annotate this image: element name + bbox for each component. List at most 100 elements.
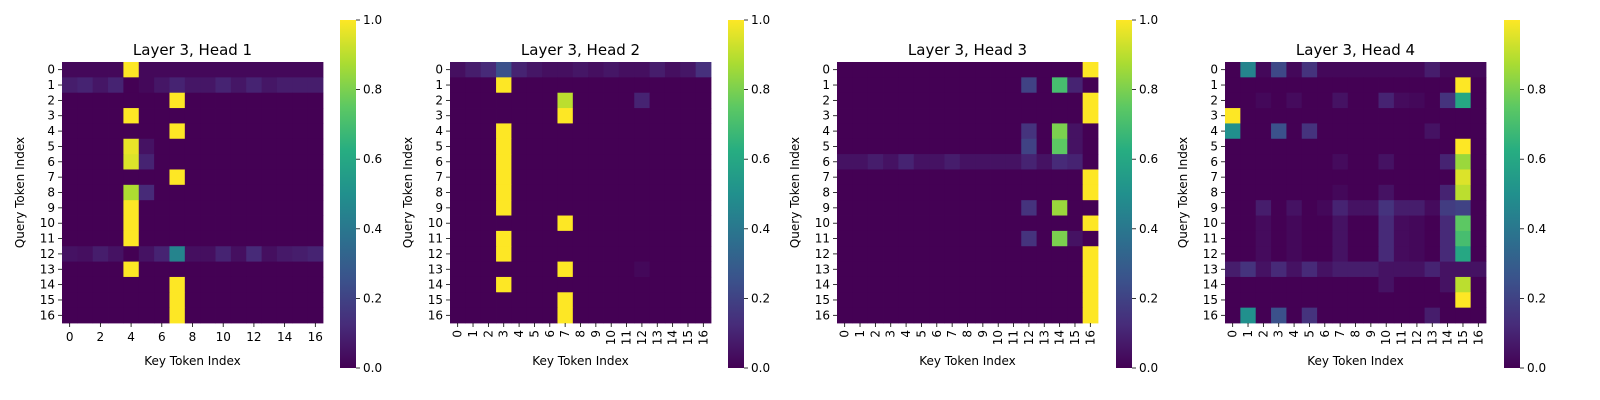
heatmap-cell	[200, 154, 216, 170]
heatmap-cell	[898, 108, 915, 124]
heatmap-cell	[1082, 123, 1099, 140]
heatmap-cell	[852, 276, 869, 293]
heatmap-cell	[77, 215, 94, 232]
heatmap-cell	[246, 200, 262, 216]
heatmap-cell	[154, 123, 170, 140]
x-axis-label: Key Token Index	[1307, 354, 1404, 368]
heatmap-cell	[123, 108, 140, 124]
heatmap-cell	[62, 292, 78, 309]
heatmap-cell	[634, 261, 650, 278]
heatmap-cell	[1332, 230, 1349, 247]
heatmap-cell	[1225, 108, 1241, 124]
y-axis-label: Query Token Index	[788, 137, 802, 248]
heatmap-cell	[1409, 77, 1425, 94]
heatmap-cell	[618, 92, 635, 109]
heatmap-cell	[1051, 200, 1068, 216]
heatmap-cell	[1363, 62, 1379, 78]
heatmap-cell	[465, 246, 482, 262]
heatmap-cell	[680, 215, 697, 232]
heatmap-cell	[975, 200, 991, 216]
heatmap-cell	[1317, 62, 1333, 78]
heatmap-cell	[169, 154, 186, 170]
heatmap-cell	[450, 215, 466, 232]
heatmap-cell	[883, 108, 899, 124]
heatmap-cell	[1286, 154, 1303, 170]
x-tick-label: 2	[97, 330, 105, 344]
heatmap-cell	[1225, 215, 1241, 232]
heatmap-cell	[557, 123, 574, 140]
heatmap-cell	[944, 184, 961, 201]
heatmap-cell	[1286, 184, 1303, 201]
heatmap-cell	[62, 92, 78, 109]
heatmap-cell	[138, 200, 155, 216]
heatmap-cell	[450, 246, 466, 262]
heatmap-cell	[837, 62, 853, 78]
heatmap-cell	[184, 184, 201, 201]
heatmap-cell	[450, 276, 466, 293]
heatmap-cell	[1347, 184, 1364, 201]
heatmap-cell	[1021, 77, 1037, 94]
heatmap-cell	[108, 123, 124, 140]
heatmap-cell	[307, 169, 324, 186]
heatmap-cell	[292, 276, 309, 293]
heatmap-cell	[1378, 154, 1395, 170]
heatmap-cell	[1067, 169, 1084, 186]
heatmap-cell	[1021, 154, 1037, 170]
heatmap-cell	[883, 123, 899, 140]
heatmap-cell	[200, 230, 216, 247]
heatmap-cell	[138, 261, 155, 278]
y-tick-label: 13	[428, 262, 443, 276]
x-tick-label: 7	[1333, 330, 1347, 338]
heatmap-cell	[292, 200, 309, 216]
heatmap-cell	[944, 77, 961, 94]
heatmap-cell	[603, 92, 620, 109]
heatmap-cell	[588, 169, 604, 186]
heatmap-cell	[867, 292, 884, 309]
heatmap-cell	[1067, 123, 1084, 140]
heatmap-cell	[123, 292, 140, 309]
heatmap-cell	[929, 230, 945, 247]
heatmap-cell	[169, 246, 186, 262]
heatmap-cell	[913, 169, 930, 186]
heatmap-cell	[898, 230, 915, 247]
heatmap-cell	[542, 307, 558, 324]
heatmap-cell	[1021, 123, 1037, 140]
heatmap-cell	[215, 138, 232, 155]
heatmap-cell	[959, 77, 976, 94]
heatmap-cell	[634, 154, 650, 170]
heatmap-cell	[852, 307, 869, 324]
heatmap-cell	[618, 230, 635, 247]
colorbar: 0.0 0.2 0.4 0.6 0.8 1.0	[1116, 13, 1158, 375]
heatmap-cell	[1317, 200, 1333, 216]
heatmap-cell	[649, 184, 666, 201]
heatmap-cell	[1439, 200, 1456, 216]
heatmap-cell	[526, 123, 543, 140]
heatmap-cell	[618, 261, 635, 278]
heatmap-cell	[1240, 92, 1257, 109]
heatmap-cell	[588, 138, 604, 155]
heatmap-cell	[695, 307, 712, 324]
heatmap-cell	[1439, 62, 1456, 78]
heatmap-cell	[450, 307, 466, 324]
heatmap-cell	[1036, 92, 1053, 109]
heatmap-cell	[898, 307, 915, 324]
heatmap-cell	[511, 154, 528, 170]
heatmap-cell	[184, 292, 201, 309]
heatmap-cell	[1332, 169, 1349, 186]
heatmap-cell	[588, 215, 604, 232]
heatmap-cell	[108, 169, 124, 186]
heatmap-cell	[450, 292, 466, 309]
colorbar-tick-label: 0.8	[1527, 83, 1546, 97]
heatmap-cell	[1301, 307, 1318, 324]
heatmap-cell	[62, 307, 78, 324]
colorbar-tick-label: 0.0	[1139, 361, 1158, 375]
heatmap-cell	[1255, 230, 1272, 247]
heatmap-cell	[695, 292, 712, 309]
y-tick-label: 7	[822, 170, 830, 184]
heatmap-cell	[542, 261, 558, 278]
x-tick-label: 5	[914, 330, 928, 338]
heatmap-cell	[837, 77, 853, 94]
heatmap-cell	[867, 276, 884, 293]
heatmap-cell	[1409, 200, 1425, 216]
heatmap-cell	[526, 108, 543, 124]
